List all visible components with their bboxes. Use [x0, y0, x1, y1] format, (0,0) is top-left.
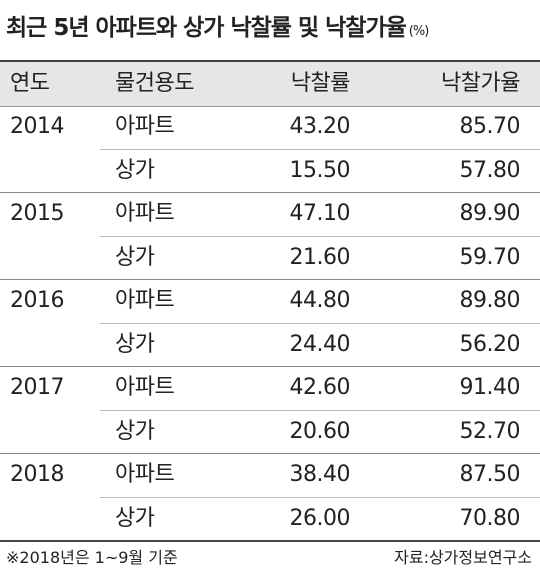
group-divider: [0, 540, 540, 542]
value-cell: 38.40: [289, 462, 351, 487]
year-cell: 2018: [10, 462, 65, 487]
value-cell: 87.50: [459, 462, 521, 487]
table-header: 연도 물건용도 낙찰률 낙찰가율: [0, 60, 540, 107]
value-cell: 89.80: [459, 288, 521, 313]
group-divider: [0, 279, 540, 280]
value-cell: 42.60: [289, 375, 351, 400]
value-cell: 70.80: [459, 505, 521, 531]
year-cell: 2015: [10, 201, 65, 226]
type-cell: 상가: [115, 418, 155, 444]
title-row: 최근 5년 아파트와 상가 낙찰률 및 낙찰가율 (%): [6, 8, 429, 42]
row-divider: [100, 496, 540, 498]
value-cell: 26.00: [289, 505, 351, 531]
type-cell: 상가: [115, 331, 155, 357]
value-cell: 44.80: [289, 288, 351, 313]
year-cell: 2014: [10, 114, 65, 139]
type-cell: 아파트: [115, 375, 175, 400]
value-cell: 47.10: [289, 201, 351, 226]
value-cell: 57.80: [459, 157, 521, 183]
type-cell: 아파트: [115, 462, 175, 487]
type-cell: 상가: [115, 505, 155, 531]
type-cell: 아파트: [115, 114, 175, 139]
value-cell: 52.70: [459, 418, 521, 444]
value-cell: 89.90: [459, 201, 521, 226]
title: 최근 5년 아파트와 상가 낙찰률 및 낙찰가율: [6, 15, 407, 41]
value-cell: 59.70: [459, 244, 521, 270]
value-cell: 91.40: [459, 375, 521, 400]
row-divider: [100, 322, 540, 324]
header-cell: 연도: [10, 71, 50, 96]
value-cell: 15.50: [289, 157, 351, 183]
year-cell: 2016: [10, 288, 65, 313]
type-cell: 상가: [115, 157, 155, 183]
value-cell: 85.70: [459, 114, 521, 139]
header-cell: 낙찰률: [290, 71, 351, 96]
row-divider: [100, 235, 540, 237]
row-divider: [100, 409, 540, 411]
type-cell: 아파트: [115, 201, 175, 226]
note: ※2018년은 1~9월 기준: [6, 548, 178, 567]
source: 자료:상가정보연구소: [394, 548, 532, 567]
header-cell: 물건용도: [115, 71, 194, 96]
value-cell: 24.40: [289, 331, 351, 357]
type-cell: 아파트: [115, 288, 175, 313]
value-cell: 20.60: [289, 418, 351, 444]
year-cell: 2017: [10, 375, 65, 400]
group-divider: [0, 192, 540, 193]
value-cell: 43.20: [289, 114, 351, 139]
type-cell: 상가: [115, 244, 155, 270]
row-divider: [100, 148, 540, 150]
header-cell: 낙찰가율: [441, 71, 520, 96]
group-divider: [0, 366, 540, 367]
unit: (%): [408, 24, 429, 39]
value-cell: 21.60: [289, 244, 351, 270]
group-divider: [0, 453, 540, 454]
value-cell: 56.20: [459, 331, 521, 357]
